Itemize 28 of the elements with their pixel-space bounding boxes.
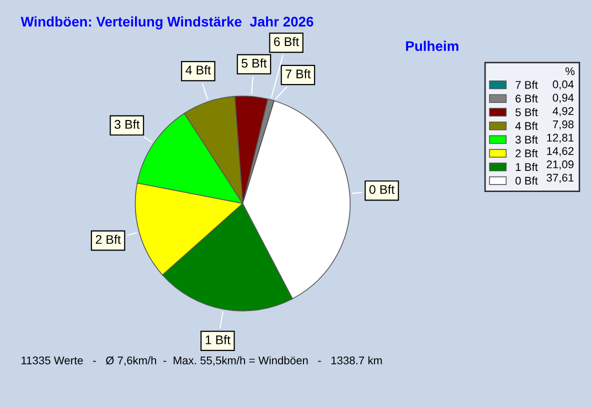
- legend-label: 1 Bft: [516, 162, 538, 171]
- slice-label: 4 Bft: [186, 65, 211, 74]
- slice-label: 5 Bft: [242, 58, 267, 68]
- slice-label: 2 Bft: [96, 234, 121, 244]
- slice-label: 1 Bft: [206, 335, 230, 344]
- slice-label: 0 Bft: [369, 184, 395, 194]
- text: 11335 Werte - Ø 7,6km/h - Max. 55,5km/h = Windböen - 1338.7 km: [22, 356, 382, 366]
- data-label: 14,62: [547, 147, 574, 156]
- data-label: 21,09: [546, 160, 574, 170]
- legend-label: 4 Bft: [515, 122, 538, 130]
- data-label: 7,98: [552, 120, 574, 130]
- legend-title: %: [565, 67, 575, 76]
- legend-label: 7 Bft: [516, 80, 538, 89]
- data-label: 0,04: [552, 80, 574, 90]
- legend-label: 6 Bft: [516, 94, 538, 103]
- slice-label: 7 Bft: [286, 69, 311, 78]
- slice-label: 3 Bft: [114, 120, 140, 129]
- legend-label: 3 Bft: [516, 135, 538, 144]
- chart-title: Windböen: Verteilung Windstärke Jahr 2026: [20, 16, 314, 30]
- data-label: 37,61: [546, 174, 574, 183]
- data-label: 0,94: [552, 94, 574, 103]
- legend-label: 0 Bft: [516, 176, 538, 185]
- chart-subtitle: Pulheim: [406, 40, 458, 52]
- data-label: 12,81: [547, 134, 574, 143]
- data-label: 4,92: [552, 107, 574, 116]
- legend-label: 5 Bft: [516, 108, 538, 116]
- legend-label: 2 Bft: [516, 149, 538, 158]
- slice-label: 6 Bft: [274, 36, 300, 46]
